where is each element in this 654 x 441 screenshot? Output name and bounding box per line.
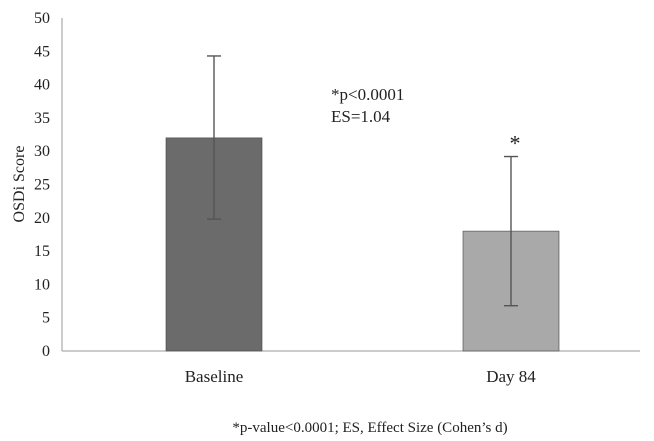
y-tick-label: 40 <box>34 77 50 94</box>
y-tick-labels: 0 5 10 15 20 25 30 35 40 45 50 <box>34 10 50 360</box>
effect-size-annotation: ES=1.04 <box>331 107 391 126</box>
y-tick-label: 35 <box>34 110 50 127</box>
footnote: *p-value<0.0001; ES, Effect Size (Cohen’… <box>232 420 507 436</box>
plot-area: 0 5 10 15 20 25 30 35 40 45 50 Baseline Day 84 <box>34 10 640 386</box>
x-tick-label: Baseline <box>185 367 244 386</box>
y-tick-label: 20 <box>34 210 50 227</box>
y-tick-label: 10 <box>34 276 50 293</box>
y-tick-label: 5 <box>42 310 50 327</box>
y-tick-label: 15 <box>34 243 50 260</box>
error-bars <box>207 55 518 307</box>
y-tick-label: 0 <box>42 343 50 360</box>
x-tick-label: Day 84 <box>486 367 536 386</box>
y-tick-label: 30 <box>34 143 50 160</box>
bars <box>165 137 560 352</box>
y-tick-label: 25 <box>34 177 50 194</box>
y-tick-label: 50 <box>34 10 50 27</box>
significance-marker: * <box>510 131 521 156</box>
y-axis-label: OSDi Score <box>11 146 28 223</box>
category-labels: Baseline Day 84 <box>185 367 537 386</box>
p-value-annotation: *p<0.0001 <box>331 85 404 104</box>
y-tick-label: 45 <box>34 43 50 60</box>
